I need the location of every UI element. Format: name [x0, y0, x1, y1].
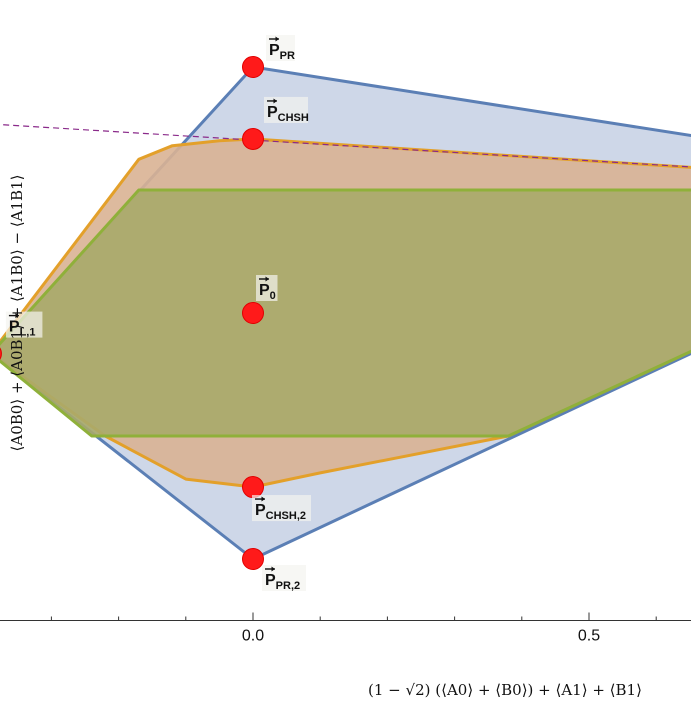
- point-label-text: PCHSH: [267, 104, 309, 124]
- label-L1: PL,1: [5, 311, 43, 339]
- point-zero: [242, 302, 264, 324]
- vector-arrowhead-icon: [261, 496, 265, 502]
- x-axis-title: (1 − √2) (⟨A0⟩ + ⟨B0⟩) + ⟨A1⟩ + ⟨B1⟩: [368, 681, 642, 699]
- regions-layer: [0, 65, 691, 561]
- point-label-text: P0: [259, 282, 276, 302]
- point-PR2: [242, 548, 264, 570]
- label-PR: PPR: [266, 35, 295, 62]
- x-tick-label: 0.5: [578, 628, 600, 645]
- point-L1: [0, 347, 2, 360]
- label-CHSH2: PCHSH,2: [252, 495, 311, 522]
- dashed-line: [0, 123, 691, 168]
- vector-arrowhead-icon: [271, 566, 275, 572]
- vector-arrowhead-icon: [15, 313, 19, 319]
- axes-layer: −0.50.00.51.0−4−2024: [0, 612, 691, 645]
- point-label-text: PPR,2: [265, 572, 300, 592]
- x-tick-label: 0.0: [242, 628, 264, 645]
- label-PR2: PPR,2: [262, 565, 306, 592]
- y-axis-title: ⟨A0B0⟩ + ⟨A0B1⟩ + ⟨A1B0⟩ − ⟨A1B1⟩: [8, 175, 26, 452]
- vector-arrowhead-icon: [275, 36, 279, 42]
- vector-arrowhead-icon: [273, 98, 277, 104]
- vector-arrowhead-icon: [265, 276, 269, 282]
- point-label-text: PL,1: [9, 319, 36, 339]
- points-layer: [0, 56, 264, 570]
- point-label-text: PPR: [269, 42, 295, 62]
- dashed-line-layer: [0, 123, 691, 168]
- label-background: [256, 275, 278, 301]
- point-PR: [242, 56, 264, 78]
- green-local-region: [0, 188, 691, 438]
- point-label-text: PCHSH,2: [255, 502, 306, 522]
- label-zero: P0: [256, 275, 278, 302]
- label-CHSH: PCHSH: [264, 96, 309, 124]
- axis-titles-layer: (1 − √2) (⟨A0⟩ + ⟨B0⟩) + ⟨A1⟩ + ⟨B1⟩ ⟨A0B…: [8, 175, 642, 699]
- point-CHSH: [242, 127, 264, 150]
- point-CHSH2: [242, 476, 264, 499]
